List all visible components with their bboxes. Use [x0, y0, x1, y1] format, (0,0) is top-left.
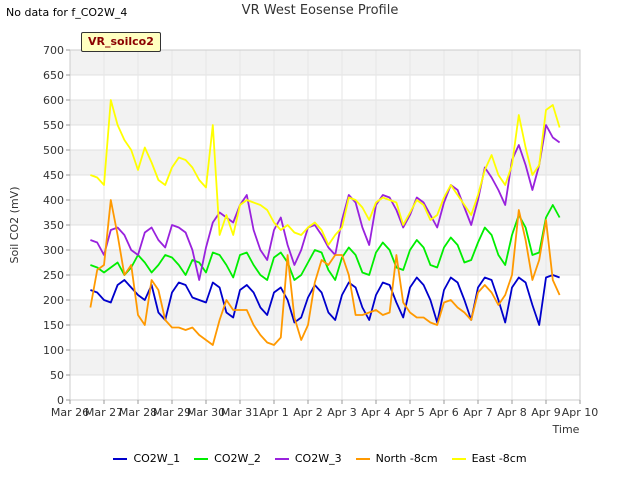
y-axis-label: Soil CO2 (mV) — [8, 187, 21, 264]
x-tick-label: Apr 8 — [497, 406, 527, 419]
y-tick-label: 350 — [43, 219, 64, 232]
plot-band — [70, 200, 580, 225]
y-tick-label: 600 — [43, 94, 64, 107]
y-tick-label: 450 — [43, 169, 64, 182]
y-tick-label: 200 — [43, 294, 64, 307]
legend-swatch — [274, 457, 289, 460]
y-tick-label: 100 — [43, 344, 64, 357]
y-tick-label: 250 — [43, 269, 64, 282]
series-line-east-8cm — [90, 99, 561, 246]
legend-item-co2w-3: CO2W_3 — [274, 452, 342, 465]
x-tick-label: Mar 27 — [85, 406, 123, 419]
plot-band — [70, 100, 580, 125]
no-data-note: No data for f_CO2W_4 — [6, 6, 128, 19]
x-tick-label: Apr 6 — [429, 406, 459, 419]
y-tick-label: 500 — [43, 144, 64, 157]
legend-swatch — [113, 457, 128, 460]
y-tick-label: 650 — [43, 69, 64, 82]
series-lines — [89, 99, 561, 346]
legend-label: CO2W_1 — [133, 452, 181, 465]
y-tick-label: 700 — [43, 44, 64, 57]
plot-bands — [70, 50, 580, 375]
series-line-co2w-1 — [90, 274, 560, 326]
legend-item-co2w-1: CO2W_1 — [113, 452, 180, 465]
y-tick-label: 400 — [43, 194, 64, 207]
y-tick-label: 550 — [43, 119, 64, 132]
legend-item-co2w-2: CO2W_2 — [194, 452, 261, 465]
x-tick-label: Apr 2 — [293, 406, 323, 419]
chart-title: VR West Eosense Profile — [241, 3, 399, 18]
series-line-co2w-2 — [90, 204, 561, 281]
station-label: VR_soilco2 — [81, 32, 161, 52]
legend-swatch — [355, 457, 370, 460]
y-tick-label: 50 — [50, 369, 64, 382]
x-tick-label: Apr 1 — [259, 406, 289, 419]
legend-label: CO2W_3 — [294, 452, 342, 465]
legend-label: North -8cm — [375, 452, 438, 465]
legend: CO2W_1 CO2W_2 CO2W_3 North -8cm East -8cm — [0, 452, 640, 465]
legend-item-north-8cm: North -8cm — [355, 452, 438, 465]
legend-label: East -8cm — [471, 452, 527, 465]
series-line-north-8cm — [89, 199, 561, 346]
y-axis-ticks: 0 50 100 150 200 250 300 350 400 450 500 550 600 650 7… — [43, 44, 70, 407]
x-tick-label: Mar 26 — [51, 406, 89, 419]
plot-band — [70, 150, 580, 175]
x-tick-label: Apr 9 — [531, 406, 561, 419]
x-tick-label: Mar 30 — [187, 406, 225, 419]
plot-band — [70, 350, 580, 375]
x-tick-label: Mar 28 — [119, 406, 157, 419]
x-tick-label: Mar 29 — [153, 406, 191, 419]
y-tick-label: 0 — [57, 394, 64, 407]
x-axis-label: Time — [552, 423, 580, 436]
legend-label: CO2W_2 — [214, 452, 261, 465]
x-tick-label: Apr 5 — [395, 406, 425, 419]
legend-item-east-8cm: East -8cm — [451, 452, 527, 465]
x-tick-label: Mar 31 — [221, 406, 259, 419]
plot-band — [70, 50, 580, 75]
legend-swatch — [451, 457, 466, 460]
y-tick-label: 150 — [43, 319, 64, 332]
x-tick-label: Apr 3 — [327, 406, 357, 419]
x-tick-label: Apr 10 — [562, 406, 599, 419]
x-tick-label: Apr 7 — [463, 406, 493, 419]
x-tick-label: Apr 4 — [361, 406, 391, 419]
y-tick-label: 300 — [43, 244, 64, 257]
legend-swatch — [194, 457, 209, 460]
